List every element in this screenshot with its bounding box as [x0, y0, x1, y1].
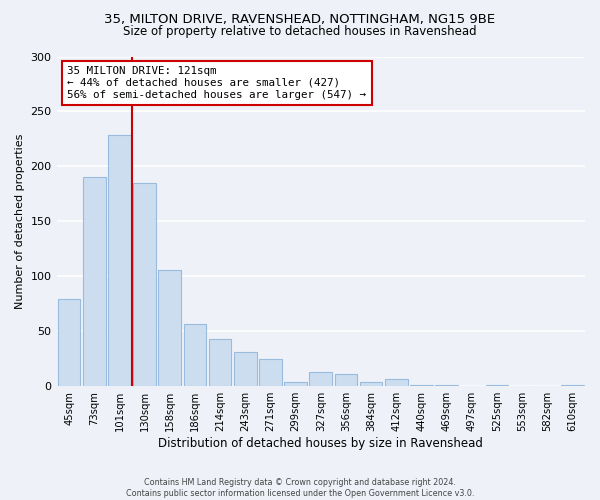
Bar [184, 324, 206, 386]
Bar [234, 352, 257, 386]
Bar [284, 382, 307, 386]
Text: Size of property relative to detached houses in Ravenshead: Size of property relative to detached ho… [123, 25, 477, 38]
Bar [108, 134, 131, 386]
Text: 35 MILTON DRIVE: 121sqm
← 44% of detached houses are smaller (427)
56% of semi-d: 35 MILTON DRIVE: 121sqm ← 44% of detache… [67, 66, 366, 100]
Bar [58, 300, 80, 386]
Bar [410, 385, 433, 386]
Bar [209, 339, 232, 386]
Bar [385, 378, 407, 386]
Bar [133, 183, 156, 386]
X-axis label: Distribution of detached houses by size in Ravenshead: Distribution of detached houses by size … [158, 437, 483, 450]
Text: 35, MILTON DRIVE, RAVENSHEAD, NOTTINGHAM, NG15 9BE: 35, MILTON DRIVE, RAVENSHEAD, NOTTINGHAM… [104, 12, 496, 26]
Bar [360, 382, 382, 386]
Text: Contains HM Land Registry data © Crown copyright and database right 2024.
Contai: Contains HM Land Registry data © Crown c… [126, 478, 474, 498]
Bar [259, 358, 282, 386]
Bar [435, 385, 458, 386]
Bar [158, 270, 181, 386]
Y-axis label: Number of detached properties: Number of detached properties [15, 134, 25, 309]
Bar [310, 372, 332, 386]
Bar [83, 178, 106, 386]
Bar [561, 385, 584, 386]
Bar [485, 385, 508, 386]
Bar [335, 374, 357, 386]
